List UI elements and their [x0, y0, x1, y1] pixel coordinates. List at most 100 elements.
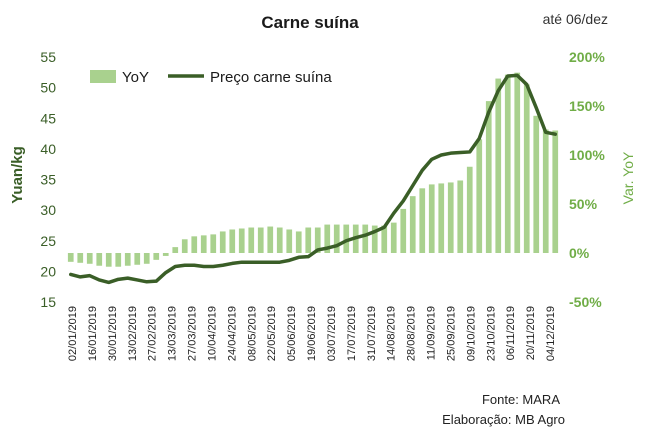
- yoy-bar: [191, 236, 198, 253]
- yoy-bar: [162, 253, 169, 256]
- yoy-bar: [181, 239, 188, 253]
- yoy-bar: [229, 229, 236, 253]
- x-tick: 28/08/2019: [406, 306, 418, 361]
- yoy-bar: [514, 72, 521, 254]
- chart-subtitle: até 06/dez: [543, 11, 608, 27]
- yoy-bar: [390, 222, 397, 253]
- x-tick: 14/08/2019: [386, 306, 398, 361]
- yoy-bar: [115, 253, 122, 267]
- yoy-bar: [504, 74, 511, 253]
- y-ticks-left: 15 20 25 30 35 40 45 50 55: [40, 49, 56, 310]
- x-tick: 11/09/2019: [426, 306, 438, 360]
- yoy-bar: [295, 231, 302, 253]
- y-tick-left: 40: [40, 141, 56, 157]
- yoy-bar: [438, 183, 445, 253]
- x-tick: 20/11/2019: [525, 306, 537, 360]
- y-tick-right: 0%: [569, 245, 590, 261]
- x-tick: 06/11/2019: [505, 306, 517, 360]
- yoy-bar: [219, 231, 226, 253]
- yoy-bar: [67, 253, 74, 262]
- yoy-bar: [276, 227, 283, 253]
- yoy-bar: [86, 253, 93, 264]
- elaboration-text: Elaboração: MB Agro: [442, 412, 565, 427]
- yoy-bar: [400, 208, 407, 253]
- yoy-bar: [267, 226, 274, 253]
- yoy-bar: [314, 227, 321, 253]
- yoy-bar: [257, 227, 264, 253]
- yoy-bar: [238, 228, 245, 253]
- x-tick: 19/06/2019: [306, 306, 318, 361]
- legend-line-label: Preço carne suína: [210, 69, 332, 86]
- x-tick: 08/05/2019: [246, 306, 258, 361]
- yoy-bar: [333, 224, 340, 253]
- x-tick: 24/04/2019: [226, 306, 238, 361]
- y-tick-right: 100%: [569, 147, 605, 163]
- x-tick: 31/07/2019: [366, 306, 378, 361]
- y-tick-left: 20: [40, 263, 56, 279]
- x-tick: 25/09/2019: [445, 306, 457, 361]
- y-tick-left: 55: [40, 49, 56, 65]
- yoy-bar: [552, 130, 559, 253]
- yoy-bar: [495, 78, 502, 253]
- x-tick: 23/10/2019: [485, 306, 497, 361]
- yoy-bar: [343, 224, 350, 253]
- x-tick: 30/01/2019: [107, 306, 119, 361]
- yoy-bar: [447, 182, 454, 253]
- yoy-bar: [362, 224, 369, 253]
- x-tick: 09/10/2019: [465, 306, 477, 361]
- yoy-bar: [466, 166, 473, 253]
- y-tick-left: 45: [40, 110, 56, 126]
- yoy-bar: [286, 229, 293, 253]
- yoy-bar: [457, 180, 464, 253]
- x-tick: 22/05/2019: [266, 306, 278, 361]
- x-tick: 03/07/2019: [326, 306, 338, 361]
- yoy-bar: [324, 224, 331, 253]
- legend-bar-swatch: [90, 70, 116, 83]
- x-tick: 02/01/2019: [67, 306, 79, 361]
- x-tick: 16/01/2019: [87, 306, 99, 361]
- chart-title: Carne suína: [261, 13, 359, 32]
- y-axis-right-label: Var. YoY: [620, 151, 636, 204]
- yoy-bar: [476, 139, 483, 253]
- x-tick: 27/02/2019: [147, 306, 159, 361]
- yoy-bar: [409, 196, 416, 253]
- x-tick: 27/03/2019: [187, 306, 199, 361]
- yoy-bar: [419, 188, 426, 253]
- yoy-bar: [77, 253, 84, 263]
- yoy-bar: [381, 225, 388, 253]
- y-tick-right: -50%: [569, 294, 602, 310]
- yoy-bar: [105, 253, 112, 267]
- x-tick: 13/02/2019: [127, 306, 139, 361]
- line-layer: [69, 73, 557, 285]
- x-tick: 10/04/2019: [206, 306, 218, 361]
- yoy-bar: [523, 84, 530, 253]
- legend: YoY Preço carne suína: [90, 69, 332, 86]
- y-tick-left: 35: [40, 172, 56, 188]
- yoy-bar: [428, 184, 435, 253]
- yoy-bar: [533, 115, 540, 253]
- legend-bar-label: YoY: [122, 69, 149, 86]
- y-axis-left-label: Yuan/kg: [9, 146, 26, 204]
- y-tick-right: 200%: [569, 49, 605, 65]
- bars-layer: [67, 72, 559, 267]
- source-text: Fonte: MARA: [482, 392, 560, 407]
- y-tick-left: 15: [40, 294, 56, 310]
- y-tick-left: 50: [40, 80, 56, 96]
- x-ticks: 02/01/2019 16/01/2019 30/01/2019 13/02/2019…: [67, 306, 557, 361]
- y-tick-left: 30: [40, 202, 56, 218]
- yoy-bar: [248, 227, 255, 253]
- x-tick: 17/07/2019: [346, 306, 358, 361]
- x-tick: 13/03/2019: [167, 306, 179, 361]
- y-tick-right: 50%: [569, 196, 598, 212]
- y-tick-right: 150%: [569, 98, 605, 114]
- yoy-bar: [485, 101, 492, 253]
- yoy-bar: [96, 253, 103, 266]
- y-tick-left: 25: [40, 233, 56, 249]
- yoy-bar: [134, 253, 141, 265]
- yoy-bar: [305, 227, 312, 253]
- x-tick: 04/12/2019: [545, 306, 557, 361]
- y-ticks-right: -50% 0% 50% 100% 150% 200%: [569, 49, 605, 310]
- yoy-bar: [124, 253, 131, 266]
- yoy-bar: [172, 247, 179, 253]
